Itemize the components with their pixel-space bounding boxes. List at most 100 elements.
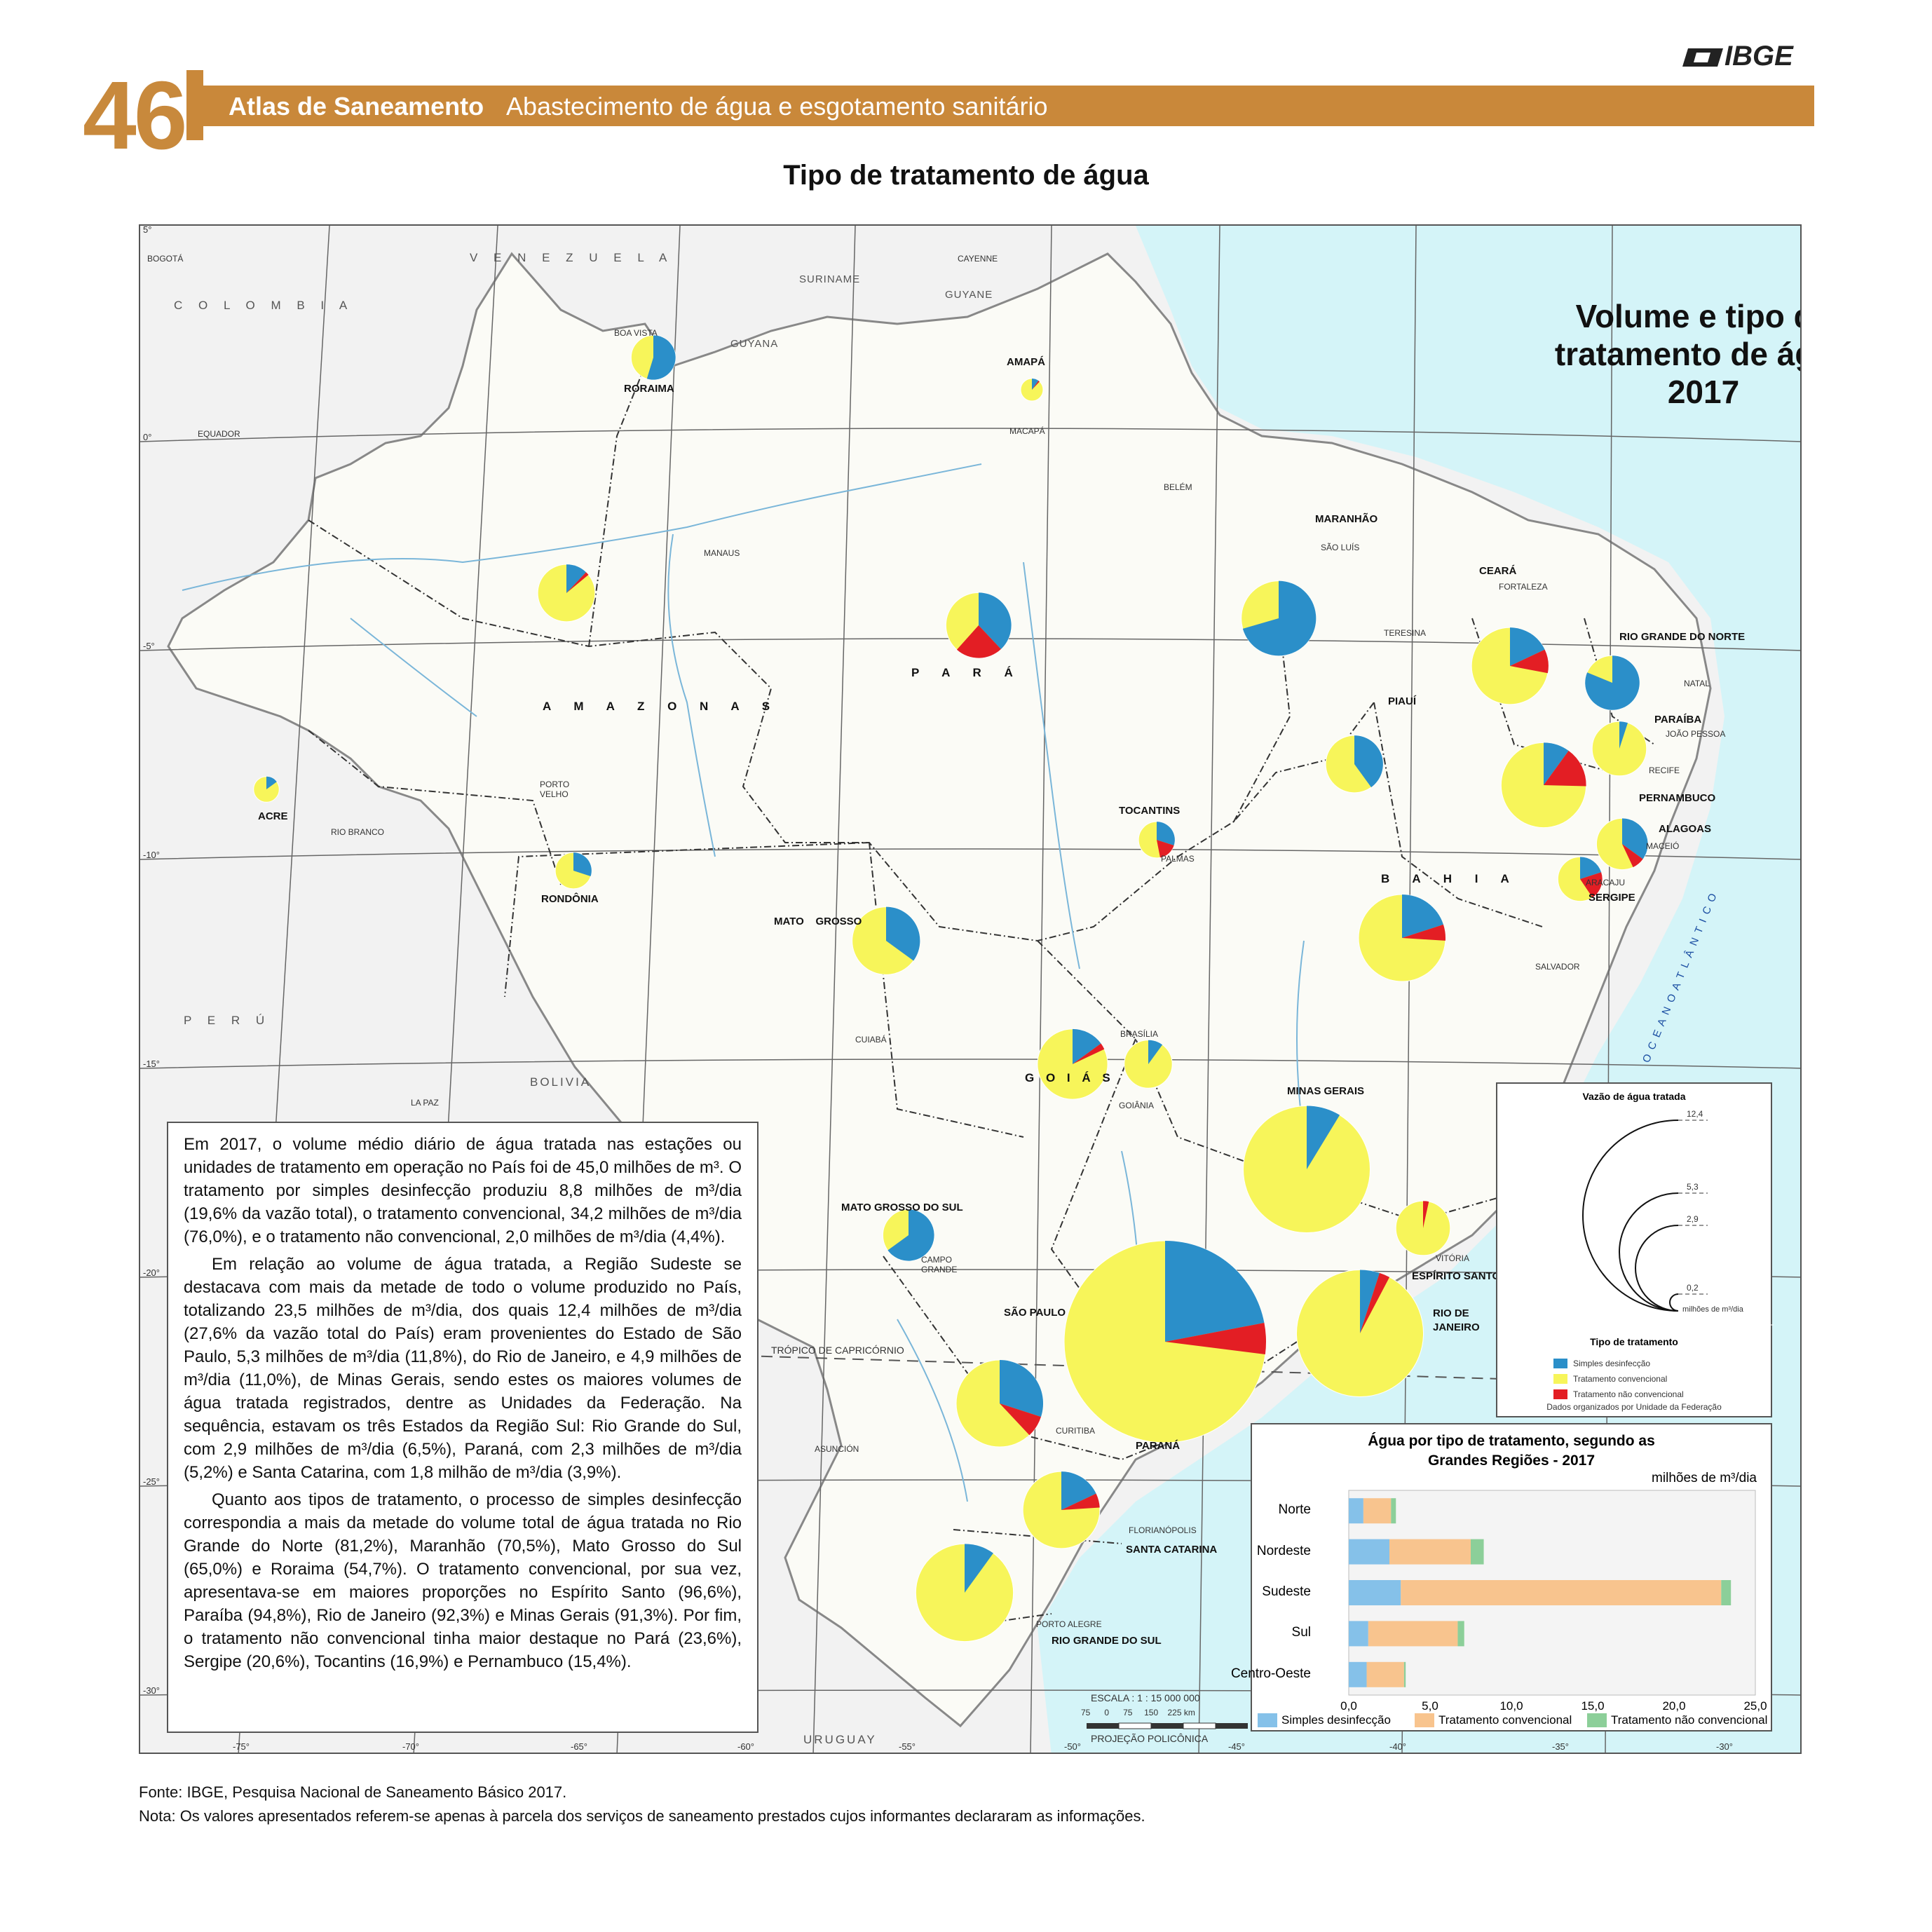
pie-rio-de-janeiro xyxy=(1295,1269,1424,1398)
state-label-rio-de-janeiro: RIO DE JANEIRO xyxy=(1433,1307,1480,1333)
state-label-minas-gerais: MINAS GERAIS xyxy=(1287,1085,1365,1097)
legend-item-simple: Simples desinfecção xyxy=(1573,1359,1651,1368)
state-label-pernambuco: PERNAMBUCO xyxy=(1639,792,1716,804)
lon-label-m45: -45° xyxy=(1228,1741,1245,1752)
pie-slice-nao-convencional xyxy=(1032,381,1040,390)
country-uruguay: URUGUAY xyxy=(803,1733,877,1746)
bar-chart-title: Água por tipo de tratamento, segundo as … xyxy=(1252,1431,1771,1471)
pie-slice-simple xyxy=(1360,1270,1380,1333)
state-label-piaui: PIAUÍ xyxy=(1388,695,1417,707)
country-bolivia: BOLIVIA xyxy=(530,1075,592,1089)
ibge-logo: IBGE xyxy=(1682,41,1793,72)
country-venezuela: V E N E Z U E L A xyxy=(470,251,674,264)
pie-slice-simple xyxy=(1148,1040,1163,1064)
pie-sao-paulo xyxy=(1063,1240,1267,1443)
pie-slice-nao-convencional xyxy=(1000,1403,1041,1436)
city-aracaju: ARACAJU xyxy=(1586,878,1626,887)
state-borders xyxy=(308,365,1655,1628)
pie-slice-simple xyxy=(979,592,1012,649)
bar-centro-oeste-series-1 xyxy=(1366,1661,1404,1687)
bar-group xyxy=(1349,1498,1732,1687)
scale-tick-2: 75 xyxy=(1123,1708,1133,1717)
city-porto-alegre: PORTO ALEGRE xyxy=(1036,1619,1102,1629)
city-boa-vista: BOA VISTA xyxy=(614,328,658,338)
pie-rio-grande-do-norte xyxy=(1584,655,1640,711)
state-label-mato-grosso: MATO GROSSO xyxy=(774,916,862,927)
pie-slice-simple xyxy=(1402,894,1443,938)
scale-tick-0: 75 xyxy=(1081,1708,1091,1717)
city-brasilia: BRASÍLIA xyxy=(1120,1029,1159,1039)
scale-ticks: 75 0 75 150 225 km xyxy=(1081,1708,1195,1717)
pie-para xyxy=(945,592,1012,659)
bar-category-label: Nordeste xyxy=(1256,1543,1311,1558)
pie-slice-simple xyxy=(1585,655,1640,710)
bar-chart-canvas xyxy=(1348,1490,1756,1696)
legend-title: Vazão de água tratada xyxy=(1582,1091,1686,1102)
pie-goias xyxy=(1037,1028,1108,1100)
pie-slice-simple xyxy=(886,906,920,961)
state-label-sergipe: SERGIPE xyxy=(1589,892,1635,904)
scale-tick-4: 225 km xyxy=(1167,1708,1195,1717)
map-title: Volume e tipo de tratamento de água 2017 xyxy=(1535,297,1800,411)
country-guyane: GUYANE xyxy=(945,289,993,301)
city-rio-branco: RIO BRANCO xyxy=(331,827,385,837)
legend-value-3: 2,9 xyxy=(1687,1214,1699,1224)
city-teresina: TERESINA xyxy=(1384,628,1427,638)
bar-nordeste-series-1 xyxy=(1389,1539,1471,1565)
source-text: Fonte: IBGE, Pesquisa Nacional de Saneam… xyxy=(139,1783,567,1801)
country-suriname: SURINAME xyxy=(799,273,861,285)
state-label-santa-catarina: SANTA CATARINA xyxy=(1126,1544,1218,1556)
bar-sudeste-series-0 xyxy=(1349,1580,1401,1605)
city-bogota: BOGOTÁ xyxy=(147,254,184,264)
city-cuiaba: CUIABÁ xyxy=(855,1035,887,1045)
pie-paraiba xyxy=(1591,721,1647,777)
city-salvador: SALVADOR xyxy=(1535,962,1580,972)
state-label-roraima: RORAIMA xyxy=(624,383,674,395)
map-title-line3: 2017 xyxy=(1667,374,1740,410)
bar-legend-swatch xyxy=(1258,1713,1277,1727)
city-cayenne: CAYENNE xyxy=(958,254,998,264)
pie-slice-nao-convencional xyxy=(956,625,1001,658)
bar-sul-series-0 xyxy=(1349,1621,1368,1647)
pie-roraima xyxy=(630,334,676,381)
state-label-maranhao: MARANHÃO xyxy=(1315,513,1378,525)
pie-parana xyxy=(955,1359,1044,1448)
pie-amazonas xyxy=(537,564,596,623)
pie-sergipe xyxy=(1557,856,1603,902)
bar-nordeste-series-0 xyxy=(1349,1539,1389,1565)
pie-amapa xyxy=(1020,378,1044,402)
city-florianopolis: FLORIANÓPOLIS xyxy=(1129,1525,1197,1535)
pie-slice-simple xyxy=(1580,857,1602,879)
pie-slice-simple xyxy=(1242,580,1317,656)
lat-label-m25: -25° xyxy=(143,1476,160,1487)
bar-sudeste-series-2 xyxy=(1721,1580,1732,1605)
bar-legend-swatch xyxy=(1415,1713,1434,1727)
ibge-logo-text: IBGE xyxy=(1724,41,1793,72)
pie-acre xyxy=(253,776,280,803)
pie-tocantins xyxy=(1138,821,1176,859)
legend-circles xyxy=(1497,1120,1774,1326)
city-palmas: PALMAS xyxy=(1161,854,1195,864)
pie-slice-nao-convencional xyxy=(1544,750,1586,787)
pie-ceara xyxy=(1471,627,1549,705)
pie-slice-simple xyxy=(1000,1359,1044,1417)
lon-label-m35: -35° xyxy=(1552,1741,1569,1752)
scale-bar xyxy=(1087,1722,1248,1729)
country-guyana: GUYANA xyxy=(730,338,779,350)
bar-category-label: Sul xyxy=(1291,1625,1311,1640)
state-label-mato-grosso-do-sul: MATO GROSSO DO SUL xyxy=(841,1202,963,1213)
state-label-amazonas: A M A Z O N A S xyxy=(543,700,780,713)
city-porto-velho: PORTO VELHO xyxy=(540,780,570,799)
lat-label-m15: -15° xyxy=(143,1059,160,1069)
city-recife: RECIFE xyxy=(1649,766,1680,775)
pie-slice-nao-convencional xyxy=(1423,1201,1429,1228)
text-box: Em 2017, o volume médio diário de água t… xyxy=(167,1122,758,1733)
bar-tick-label: 15,0 xyxy=(1581,1699,1605,1713)
state-label-paraiba: PARAÍBA xyxy=(1654,714,1702,726)
bar-category-label: Norte xyxy=(1278,1502,1311,1518)
atlas-subtitle: Abastecimento de água e esgotamento sani… xyxy=(506,92,1048,121)
page-number: 46 xyxy=(83,62,187,170)
legend-type-title: Tipo de tratamento xyxy=(1590,1336,1678,1347)
legend-box: Vazão de água tratada 12,4 5,3 2,9 0,2 m… xyxy=(1496,1082,1774,1417)
pie-slice-simple xyxy=(965,1544,993,1593)
